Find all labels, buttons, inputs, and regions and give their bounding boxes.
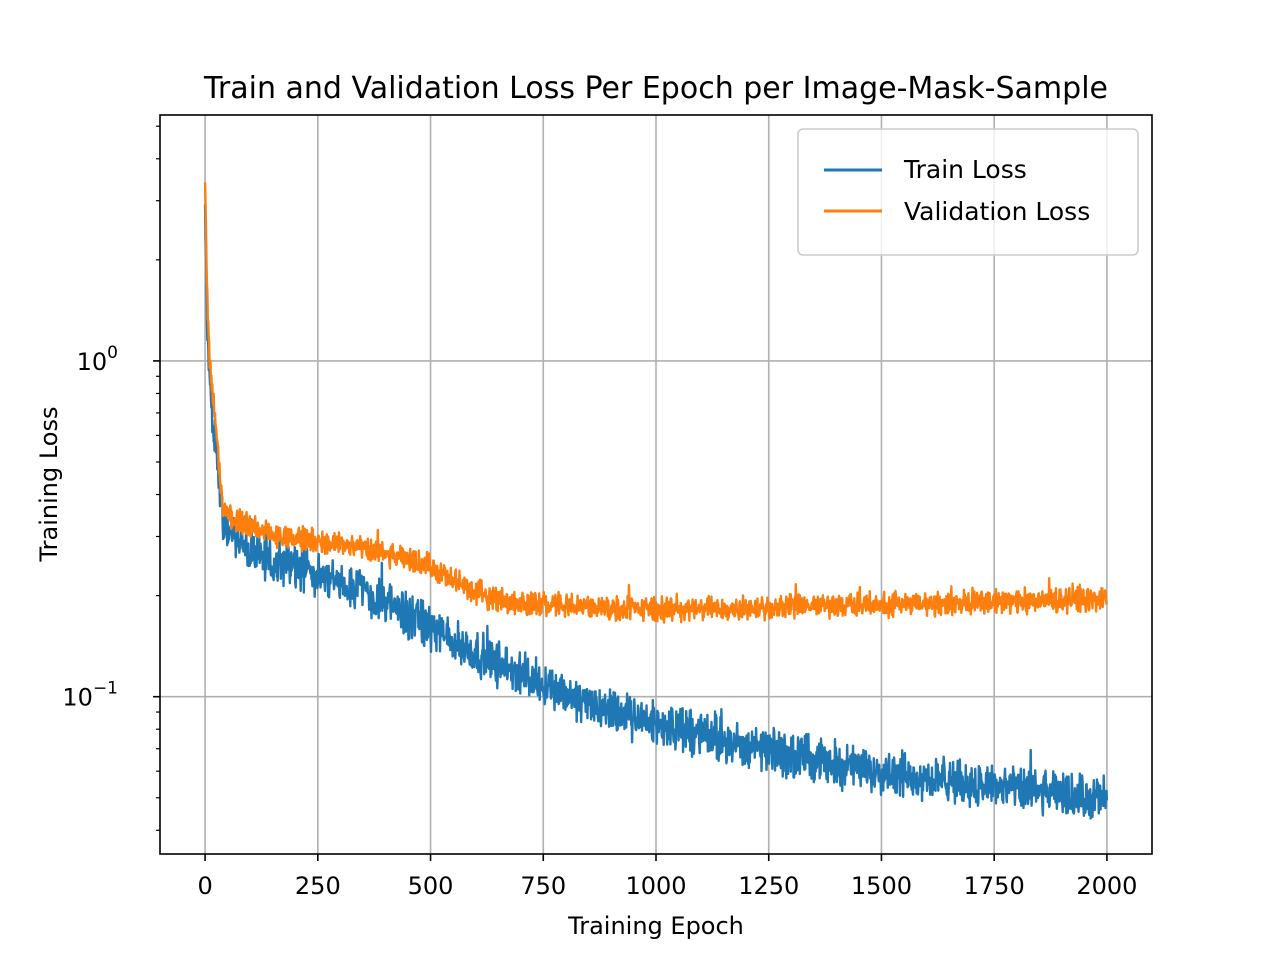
y-tick-label: 10−1 — [62, 679, 118, 712]
legend-label-validation-loss: Validation Loss — [904, 197, 1090, 226]
x-tick-label: 750 — [520, 872, 566, 900]
x-tick-label: 2000 — [1076, 872, 1137, 900]
chart-title: Train and Validation Loss Per Epoch per … — [203, 71, 1108, 106]
x-axis: 0 250 500 750 1000 1250 1500 1750 2000 — [197, 854, 1137, 900]
legend-box — [797, 128, 1139, 256]
y-axis-label: Training Loss — [35, 407, 63, 563]
x-tick-label: 1750 — [964, 872, 1025, 900]
x-axis-label: Training Epoch — [567, 912, 744, 940]
x-tick-label: 1250 — [738, 872, 799, 900]
legend: Train Loss Validation Loss — [797, 128, 1139, 256]
x-tick-label: 250 — [295, 872, 341, 900]
series-train-loss — [203, 204, 1109, 820]
series-layer — [203, 182, 1109, 820]
series-validation-loss — [203, 182, 1108, 624]
x-tick-label: 0 — [197, 872, 212, 900]
x-tick-label: 1500 — [851, 872, 912, 900]
x-tick-label: 1000 — [625, 872, 686, 900]
legend-label-train-loss: Train Loss — [903, 155, 1027, 184]
x-tick-label: 500 — [408, 872, 454, 900]
